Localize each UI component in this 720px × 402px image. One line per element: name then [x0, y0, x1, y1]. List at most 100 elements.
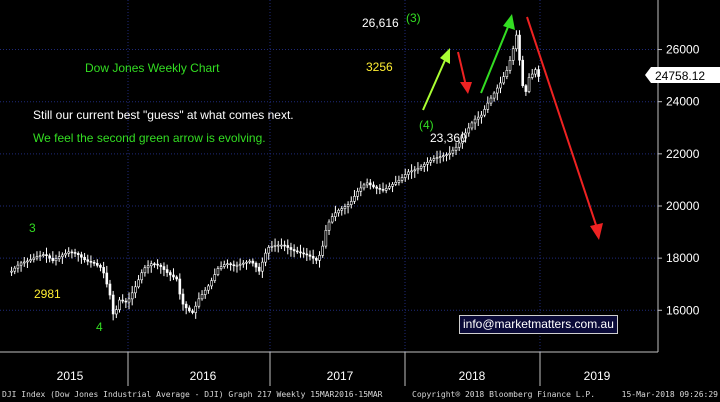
y-tick-label: 20000 — [666, 199, 700, 213]
candle-body — [372, 184, 375, 188]
candle-body — [505, 70, 509, 77]
candle-body — [470, 122, 474, 129]
candle-body — [61, 254, 64, 258]
green-arrow-head — [503, 14, 515, 30]
candle-body — [191, 310, 194, 313]
x-tick-label: 2015 — [57, 369, 84, 383]
candle-body — [413, 169, 417, 172]
candle-body — [349, 201, 353, 205]
footer-left: DJI Index (Dow Jones Industrial Average … — [2, 390, 383, 399]
candle-body — [515, 34, 518, 50]
candle-body — [356, 191, 359, 197]
x-axis: 2015 2016 2017 2018 2019 — [0, 351, 720, 388]
candle-body — [489, 97, 493, 104]
candle-body — [226, 263, 229, 266]
candle-body — [219, 266, 223, 269]
candle-body — [337, 209, 340, 214]
candle-body — [153, 263, 156, 266]
candle-body — [273, 244, 277, 247]
email-label: info@marketmatters.com.au — [459, 315, 618, 334]
red-arrow-2-head — [590, 223, 603, 240]
y-tick-label: 22000 — [666, 147, 700, 161]
x-tick-label: 2017 — [327, 369, 354, 383]
candle-body — [159, 264, 163, 267]
candle-body — [251, 260, 255, 264]
candle-body — [124, 300, 128, 303]
last-price-box — [651, 67, 720, 83]
candle-body — [238, 263, 242, 266]
lime-arrow-head — [440, 48, 450, 64]
candle-body — [365, 182, 369, 186]
peak-value-label: 26,616 — [362, 16, 399, 30]
x-tick-label: 2018 — [459, 369, 486, 383]
candle-body — [302, 252, 305, 255]
candle-body — [343, 206, 347, 209]
candle-body — [146, 265, 150, 269]
candle-body — [464, 132, 467, 139]
footer: DJI Index (Dow Jones Industrial Average … — [0, 388, 720, 402]
candle-body — [181, 293, 185, 305]
candle-body — [200, 294, 204, 300]
candle-body — [134, 286, 137, 294]
candle-body — [483, 109, 486, 116]
candle-body — [143, 267, 147, 274]
candle-body — [362, 184, 366, 189]
candle-body — [457, 142, 461, 148]
candle-body — [508, 60, 512, 71]
guess-note: Still our current best "guess" at what c… — [33, 108, 294, 122]
candle-body — [442, 155, 445, 157]
candle-body — [292, 249, 296, 252]
candle-body — [254, 262, 258, 268]
candle-body — [32, 257, 36, 260]
candle-body — [70, 251, 74, 254]
candle-body — [267, 247, 271, 254]
candle-body — [330, 216, 334, 223]
candle-body — [384, 188, 388, 191]
candle-body — [388, 186, 391, 189]
green-arrow-line — [480, 21, 511, 94]
candle-body — [76, 253, 80, 256]
wave-4-left-label: 4 — [96, 320, 103, 334]
candles — [10, 30, 540, 321]
points-2981-label: 2981 — [34, 287, 61, 301]
candle-body — [295, 250, 299, 253]
candle-body — [334, 212, 337, 217]
candle-body — [73, 252, 77, 254]
candle-body — [353, 196, 356, 202]
candle-body — [162, 266, 166, 270]
candle-body — [118, 299, 121, 310]
candle-body — [530, 73, 534, 78]
candle-body — [29, 259, 32, 262]
candle-body — [232, 264, 236, 267]
candle-body — [403, 174, 407, 178]
candle-body — [394, 182, 398, 185]
candle-body — [448, 152, 451, 155]
candle-body — [89, 261, 93, 263]
candle-body — [178, 278, 182, 295]
candle-body — [359, 187, 363, 192]
candle-body — [524, 85, 528, 92]
candle-body — [42, 254, 45, 256]
candle-body — [429, 159, 432, 163]
candle-body — [318, 255, 321, 261]
candle-body — [235, 264, 239, 267]
candle-body — [210, 280, 213, 287]
candle-body — [527, 77, 531, 92]
candle-body — [165, 269, 169, 273]
candle-body — [172, 274, 175, 278]
candle-body — [311, 256, 315, 259]
candle-body — [499, 82, 502, 89]
candle-body — [222, 264, 226, 267]
candle-body — [426, 161, 429, 165]
footer-timestamp: 15-Mar-2018 09:26:29 — [621, 390, 718, 399]
candle-body — [51, 257, 55, 262]
candle-body — [286, 245, 290, 248]
candle-body — [99, 265, 102, 268]
candle-body — [169, 272, 172, 276]
last-price-pointer — [645, 67, 651, 83]
candle-body — [327, 221, 331, 231]
candle-body — [64, 253, 67, 256]
candle-body — [397, 180, 401, 183]
candle-body — [308, 254, 312, 257]
candle-body — [283, 244, 286, 247]
